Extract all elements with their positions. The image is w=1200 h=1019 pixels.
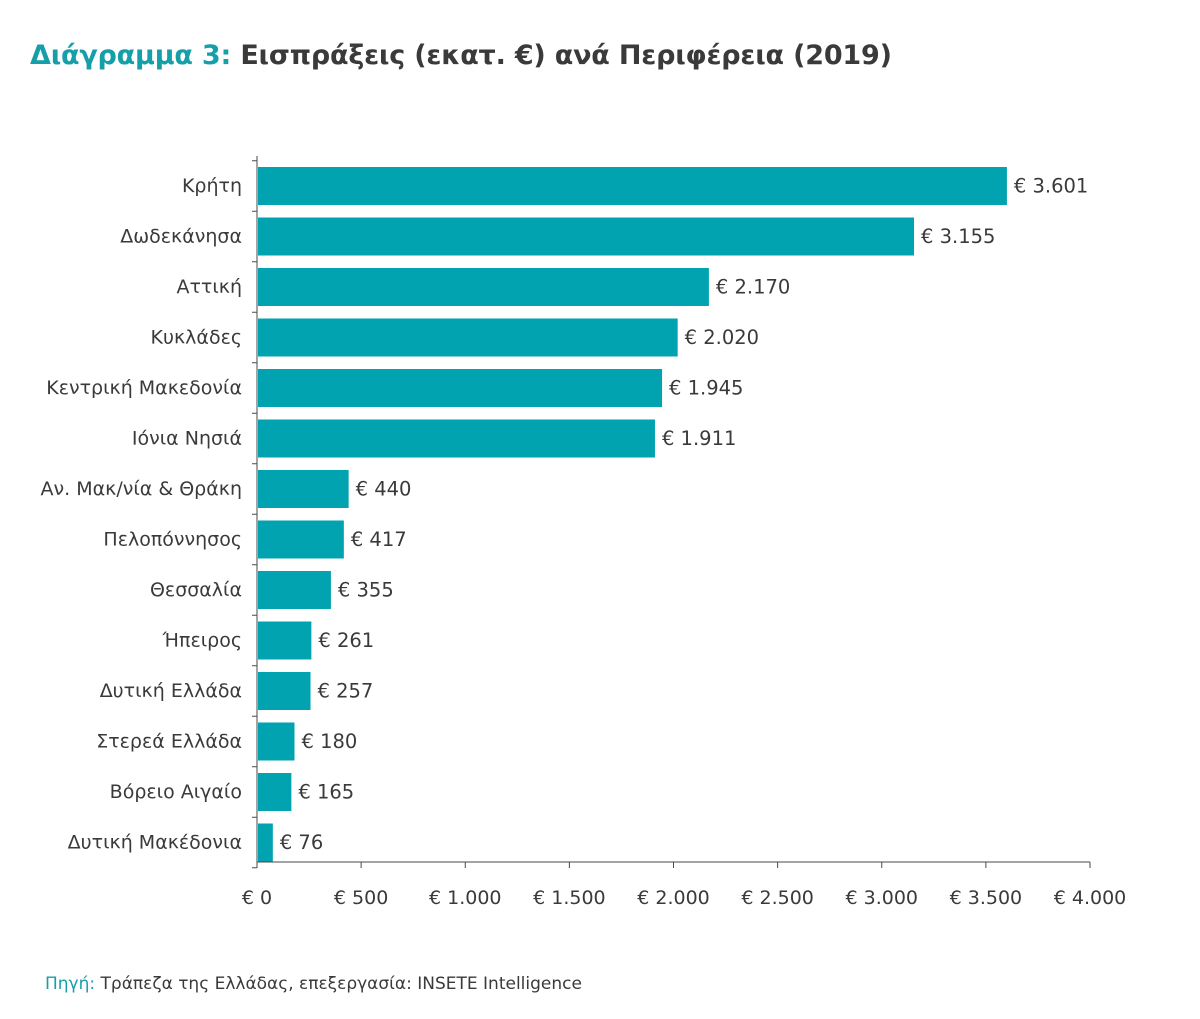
value-label: € 1.945 bbox=[669, 377, 743, 400]
value-label: € 165 bbox=[298, 781, 354, 804]
category-label: Ήπειρος bbox=[161, 630, 242, 652]
bar bbox=[258, 520, 344, 559]
value-label: € 2.020 bbox=[685, 326, 759, 349]
category-label: Δυτική Ελλάδα bbox=[100, 680, 242, 702]
category-label: Δυτική Μακέδονια bbox=[68, 832, 242, 854]
bar bbox=[258, 318, 678, 357]
bar bbox=[258, 672, 311, 710]
chart-title-main: Εισπράξεις (εκατ. €) ανά Περιφέρεια (201… bbox=[240, 40, 892, 71]
value-label: € 3.601 bbox=[1014, 175, 1088, 198]
value-label: € 2.170 bbox=[716, 276, 790, 299]
category-label: Πελοπόννησος bbox=[103, 529, 242, 551]
x-tick-label: € 2.000 bbox=[637, 887, 710, 909]
x-tick-label: € 1.500 bbox=[533, 887, 606, 909]
x-tick-label: € 500 bbox=[334, 887, 388, 909]
x-tick-label: € 3.500 bbox=[950, 887, 1023, 909]
category-label: Αν. Μακ/νία & Θράκη bbox=[41, 478, 242, 500]
source-text: Τράπεζα της Ελλάδας, επεξεργασία: INSETE… bbox=[100, 974, 582, 994]
bar bbox=[258, 823, 273, 862]
value-label: € 1.911 bbox=[662, 427, 736, 450]
source-prefix: Πηγή: bbox=[45, 974, 96, 994]
category-label: Αττική bbox=[176, 276, 242, 298]
category-label: Βόρειο Αιγαίο bbox=[110, 781, 242, 803]
category-label: Στερεά Ελλάδα bbox=[96, 731, 242, 753]
category-label: Κρήτη bbox=[182, 175, 242, 197]
bar bbox=[258, 369, 663, 407]
value-label: € 257 bbox=[318, 680, 374, 703]
value-label: € 3.155 bbox=[921, 225, 995, 248]
bar bbox=[258, 621, 312, 660]
bar bbox=[258, 773, 292, 811]
value-label: € 261 bbox=[318, 629, 374, 652]
x-tick-label: € 1.000 bbox=[429, 887, 502, 909]
bar bbox=[258, 571, 331, 609]
value-label: € 180 bbox=[301, 730, 357, 753]
category-label: Θεσσαλία bbox=[150, 579, 242, 601]
category-label: Δωδεκάνησα bbox=[120, 226, 242, 248]
value-label: € 76 bbox=[280, 831, 323, 854]
x-tick-label: € 2.500 bbox=[741, 887, 814, 909]
value-label: € 355 bbox=[338, 579, 394, 602]
bar bbox=[258, 268, 709, 306]
chart-title-prefix: Διάγραμμα 3: bbox=[30, 40, 232, 71]
bar bbox=[258, 419, 655, 458]
category-label: Κεντρική Μακεδονία bbox=[46, 377, 242, 399]
value-label: € 417 bbox=[351, 528, 407, 551]
x-tick-label: € 3.000 bbox=[845, 887, 918, 909]
bar bbox=[258, 167, 1007, 205]
x-tick-label: € 0 bbox=[242, 887, 272, 909]
bar bbox=[258, 722, 295, 761]
source-note: Πηγή: Τράπεζα της Ελλάδας, επεξεργασία: … bbox=[45, 974, 582, 994]
value-label: € 440 bbox=[356, 478, 412, 501]
category-label: Κυκλάδες bbox=[151, 327, 242, 349]
chart-title: Διάγραμμα 3: Εισπράξεις (εκατ. €) ανά Πε… bbox=[30, 40, 892, 71]
x-tick-label: € 4.000 bbox=[1054, 887, 1127, 909]
bar bbox=[258, 470, 349, 508]
category-label: Ιόνια Νησιά bbox=[132, 428, 242, 450]
bar bbox=[258, 217, 915, 256]
